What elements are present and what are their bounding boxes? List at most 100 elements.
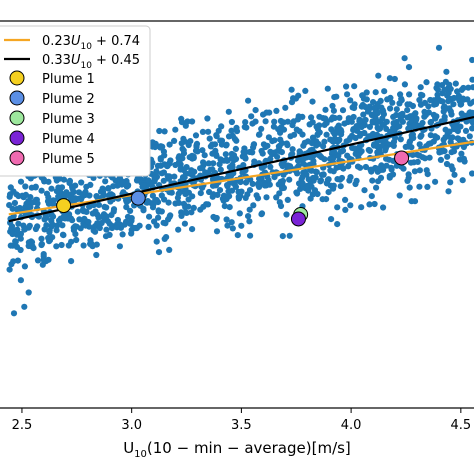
scatter-point	[417, 101, 424, 108]
x-tick-label: 2.5	[12, 418, 33, 433]
scatter-point	[263, 109, 270, 116]
scatter-point	[406, 101, 413, 108]
scatter-point	[207, 166, 214, 173]
scatter-point	[7, 242, 14, 249]
scatter-point	[382, 145, 389, 152]
scatter-point	[76, 216, 83, 223]
scatter-point	[128, 215, 135, 222]
legend-label-plume-5: Plume 5	[42, 152, 95, 167]
legend-marker-swatch	[9, 70, 25, 86]
scatter-point	[9, 230, 16, 238]
scatter-point	[324, 85, 331, 92]
scatter-point	[221, 203, 228, 210]
scatter-point	[387, 105, 394, 112]
scatter-point	[359, 92, 366, 99]
scatter-point	[383, 155, 390, 162]
scatter-point	[38, 187, 45, 194]
scatter-point	[13, 206, 20, 213]
scatter-point	[49, 213, 57, 220]
scatter-point	[353, 177, 360, 184]
scatter-point	[88, 240, 95, 247]
scatter-point	[189, 118, 196, 125]
scatter-point	[330, 107, 337, 114]
scatter-point	[223, 216, 230, 223]
scatter-point	[440, 136, 447, 143]
scatter-point	[443, 68, 450, 75]
scatter-point	[373, 184, 380, 191]
scatter-point	[14, 257, 21, 264]
scatter-point	[61, 212, 68, 220]
scatter-point	[374, 149, 381, 156]
scatter-point	[246, 206, 253, 213]
scatter-point	[335, 137, 342, 144]
scatter-point	[146, 213, 153, 220]
scatter-point	[165, 199, 172, 206]
scatter-point	[248, 113, 255, 120]
legend-marker-swatch	[9, 130, 25, 146]
legend-label-plume-1: Plume 1	[42, 72, 95, 87]
scatter-point	[39, 261, 46, 268]
scatter-point	[460, 143, 467, 151]
scatter-point	[202, 169, 209, 176]
scatter-point	[469, 125, 474, 132]
scatter-point	[339, 107, 347, 114]
scatter-point	[156, 127, 163, 135]
scatter-point	[224, 182, 231, 189]
legend-label-plume-4: Plume 4	[42, 132, 95, 147]
scatter-point	[152, 144, 159, 151]
scatter-point	[357, 164, 364, 171]
scatter-point	[58, 241, 65, 249]
scatter-point	[271, 118, 278, 125]
scatter-point	[199, 128, 206, 135]
scatter-point	[284, 162, 291, 169]
scatter-point	[155, 249, 163, 256]
scatter-point	[434, 86, 441, 93]
scatter-point	[262, 118, 269, 125]
scatter-point	[417, 84, 424, 91]
scatter-point	[70, 227, 77, 234]
scatter-point	[246, 218, 253, 225]
scatter-point	[278, 149, 285, 156]
scatter-point	[390, 140, 397, 147]
scatter-point	[176, 158, 183, 165]
scatter-point	[266, 181, 273, 188]
scatter-point	[187, 169, 195, 176]
scatter-point	[19, 192, 26, 199]
scatter-point	[28, 184, 35, 191]
scatter-point	[282, 104, 289, 111]
scatter-point	[320, 143, 327, 150]
scatter-point	[368, 193, 375, 200]
scatter-point	[378, 104, 385, 111]
scatter-point	[96, 224, 103, 232]
scatter-point	[308, 139, 315, 147]
scatter-point	[331, 114, 338, 122]
scatter-point	[279, 163, 286, 170]
scatter-point	[59, 222, 66, 229]
scatter-point	[329, 148, 336, 155]
scatter-point	[245, 213, 252, 220]
scatter-point	[181, 220, 188, 227]
scatter-point	[288, 86, 295, 93]
scatter-point	[433, 100, 440, 108]
legend-label-plume-2: Plume 2	[42, 92, 95, 107]
scatter-point	[314, 131, 321, 138]
scatter-point	[65, 192, 72, 199]
plume-markers	[56, 150, 410, 227]
scatter-point	[153, 238, 160, 245]
scatter-point	[408, 132, 415, 139]
scatter-point	[376, 125, 384, 132]
scatter-point	[405, 64, 413, 71]
scatter-point	[286, 232, 293, 239]
scatter-point	[250, 141, 257, 148]
scatter-point	[21, 263, 28, 270]
scatter-point	[366, 123, 373, 130]
scatter-point	[421, 155, 429, 162]
scatter-point	[367, 166, 374, 173]
scatter-point	[386, 75, 393, 82]
scatter-point	[10, 188, 17, 195]
scatter-point	[365, 107, 372, 114]
scatter-point	[258, 147, 265, 155]
scatter-point	[231, 135, 238, 143]
scatter-point	[136, 222, 143, 229]
scatter-point	[374, 118, 382, 125]
